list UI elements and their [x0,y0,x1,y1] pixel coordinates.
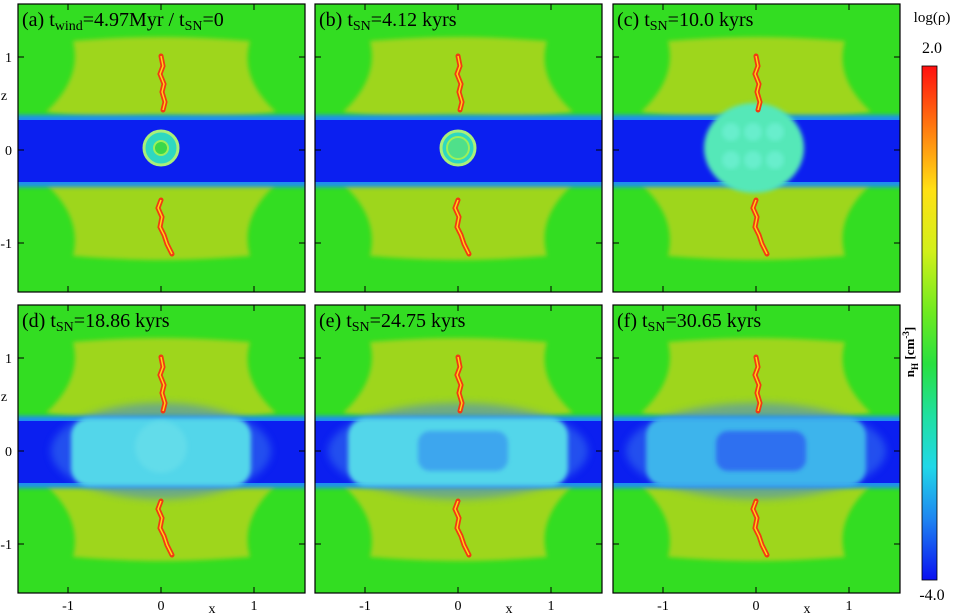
lower-jet-core [454,199,470,255]
snr-cavity [135,421,187,473]
z-tick-label: 1 [5,352,12,367]
panel-label-part: SN [185,19,203,34]
panel-label-part: =4.12 kyrs [371,9,457,31]
panel-label-part: =10.0 kyrs [668,9,754,31]
panel-label-part: =30.65 kyrs [665,310,761,332]
colorbar-units-label-part: H [910,363,920,370]
density-map [613,4,900,292]
density-map [613,305,900,593]
lower-jet-core [752,500,768,556]
panel-label-part: SN [650,19,668,34]
x-axis-label: x [804,602,811,616]
panel-label-part: (b) t [319,9,353,31]
panel-label: (d) tSN=18.86 kyrs [22,310,170,335]
panel-label-part: =0 [203,9,224,31]
colorbar-units-label-part: n [902,369,917,377]
panel-label-part: =4.97Myr / t [83,9,185,31]
density-map [315,305,602,593]
bubble-cell [722,123,740,141]
panel-label-part: (c) t [617,9,650,31]
colorbar-units-label-part: -3 [901,331,911,339]
upper-jet-core [456,55,463,111]
density-map [18,4,305,292]
panel-label-part: SN [352,320,370,335]
x-tick-label: 0 [753,599,760,614]
panel-label-part: =18.86 kyrs [74,310,170,332]
panel-label: (c) tSN=10.0 kyrs [617,9,754,34]
z-axis-label: z [1,89,7,104]
panel-label-part: wind [55,19,83,34]
z-tick-label: -1 [0,538,12,553]
snr-core [446,136,470,160]
bubble-cell [766,123,784,141]
panel-label-part: =24.75 kyrs [370,310,466,332]
panel-label: (e) tSN=24.75 kyrs [319,310,466,335]
colorbar-max-label: 2.0 [922,40,942,57]
z-tick-label: 0 [5,144,12,159]
panel-label-part: (a) t [22,9,55,31]
panel-grid: (a) twind=4.97Myr / tSN=010-1z(b) tSN=4.… [0,3,901,616]
z-tick-label: 1 [5,51,12,66]
x-tick-label: 0 [455,599,462,614]
colorbar-gradient [921,65,938,581]
panel-label: (b) tSN=4.12 kyrs [319,9,457,34]
panel-label-part: (e) t [319,310,352,332]
x-tick-label: 1 [846,599,853,614]
x-tick-label: 1 [251,599,258,614]
snr-cavity [418,431,508,471]
panel-d: (d) tSN=18.86 kyrs 1 0 -1 z -1 0 1 x [0,304,306,616]
z-tick-label: -1 [0,237,12,252]
density-map [315,4,602,292]
upper-jet-core [159,356,166,412]
panel-c: (c) tSN=10.0 kyrs [612,3,901,293]
panel-label-part: SN [56,320,74,335]
panel-f: (f) tSN=30.65 kyrs -1 0 1 x [612,304,901,616]
x-tick-label: 0 [158,599,165,614]
x-tick-label: -1 [62,599,74,614]
snr-core [153,140,169,156]
x-axis-label: x [209,602,216,616]
colorbar: log(ρ) 2.0 -4.0 nH [cm-3] [901,10,950,604]
lower-jet-core [752,199,768,255]
x-tick-label: 1 [548,599,555,614]
panel-label-part: SN [353,19,371,34]
x-axis-label: x [506,602,513,616]
bubble-cell [744,123,762,141]
panel-label-part: SN [648,320,666,335]
colorbar-units-label: nH [cm-3] [901,327,920,377]
x-tick-label: -1 [359,599,371,614]
x-tick-label: -1 [657,599,669,614]
upper-jet-core [456,356,463,412]
lower-jet-core [454,500,470,556]
colorbar-title: log(ρ) [914,10,951,26]
snr-bubble [704,103,804,193]
panel-label-part: (f) t [617,310,648,332]
panel-e: (e) tSN=24.75 kyrs -1 0 1 x [314,304,603,616]
z-tick-label: 0 [5,445,12,460]
density-map [18,305,305,593]
colorbar-units-label-part: ] [902,327,917,331]
lower-jet-core [157,199,173,255]
z-axis-label: z [1,390,7,405]
upper-jet-core [754,55,761,111]
bubble-cell [766,151,784,169]
colorbar-min-label: -4.0 [919,587,944,604]
upper-jet-core [159,55,166,111]
lower-jet-core [157,500,173,556]
panel-label: (a) twind=4.97Myr / tSN=0 [22,9,224,34]
upper-jet-core [754,356,761,412]
panel-b: (b) tSN=4.12 kyrs [314,3,603,293]
colorbar-units-label-part: [cm [902,339,917,363]
snr-cavity [716,431,806,471]
bubble-cell [722,151,740,169]
bubble-cell [744,151,762,169]
panel-a: (a) twind=4.97Myr / tSN=0 1 0 -1 z [0,3,306,293]
panel-label-part: (d) t [22,310,56,332]
panel-label: (f) tSN=30.65 kyrs [617,310,761,335]
